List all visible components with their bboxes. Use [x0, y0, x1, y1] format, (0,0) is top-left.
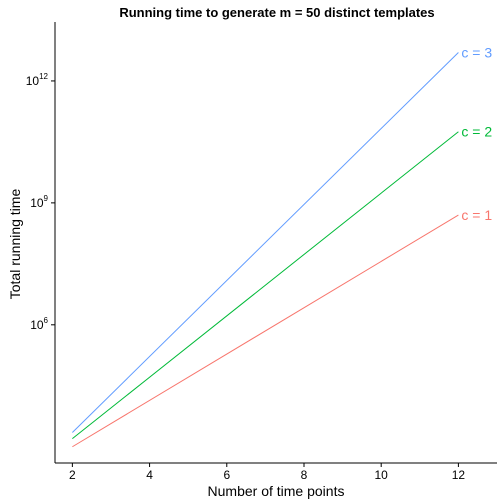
series-label: c = 1: [461, 207, 492, 223]
x-ticks: 2 4 6 8 10 12: [69, 463, 465, 482]
y-tick-exponent: 12: [39, 72, 48, 81]
x-tick-label: 12: [452, 468, 466, 482]
series-line: [72, 52, 459, 433]
y-tick-label: 106: [30, 316, 48, 332]
y-tick-base: 10: [30, 196, 44, 210]
x-tick-label: 10: [375, 468, 389, 482]
y-tick-base: 10: [26, 74, 40, 88]
series-line: [72, 214, 459, 448]
series-label: c = 3: [461, 44, 492, 60]
x-tick-label: 2: [69, 468, 76, 482]
chart-title: Running time to generate m = 50 distinct…: [119, 5, 434, 20]
y-tick-label: 109: [30, 194, 48, 210]
x-tick-label: 8: [301, 468, 308, 482]
x-tick-label: 4: [146, 468, 153, 482]
y-axis-title: Total running time: [7, 189, 23, 300]
y-tick-base: 10: [30, 318, 44, 332]
x-axis-title: Number of time points: [208, 483, 345, 499]
y-tick-label: 1012: [26, 72, 49, 88]
y-tick-exponent: 6: [44, 316, 49, 325]
series-line: [72, 131, 459, 440]
series-lines: [72, 52, 459, 448]
x-tick-label: 6: [223, 468, 230, 482]
axes: [54, 22, 497, 464]
y-tick-exponent: 9: [44, 194, 49, 203]
series-label: c = 2: [461, 124, 492, 140]
series-labels: c = 1 c = 2 c = 3: [461, 44, 492, 223]
